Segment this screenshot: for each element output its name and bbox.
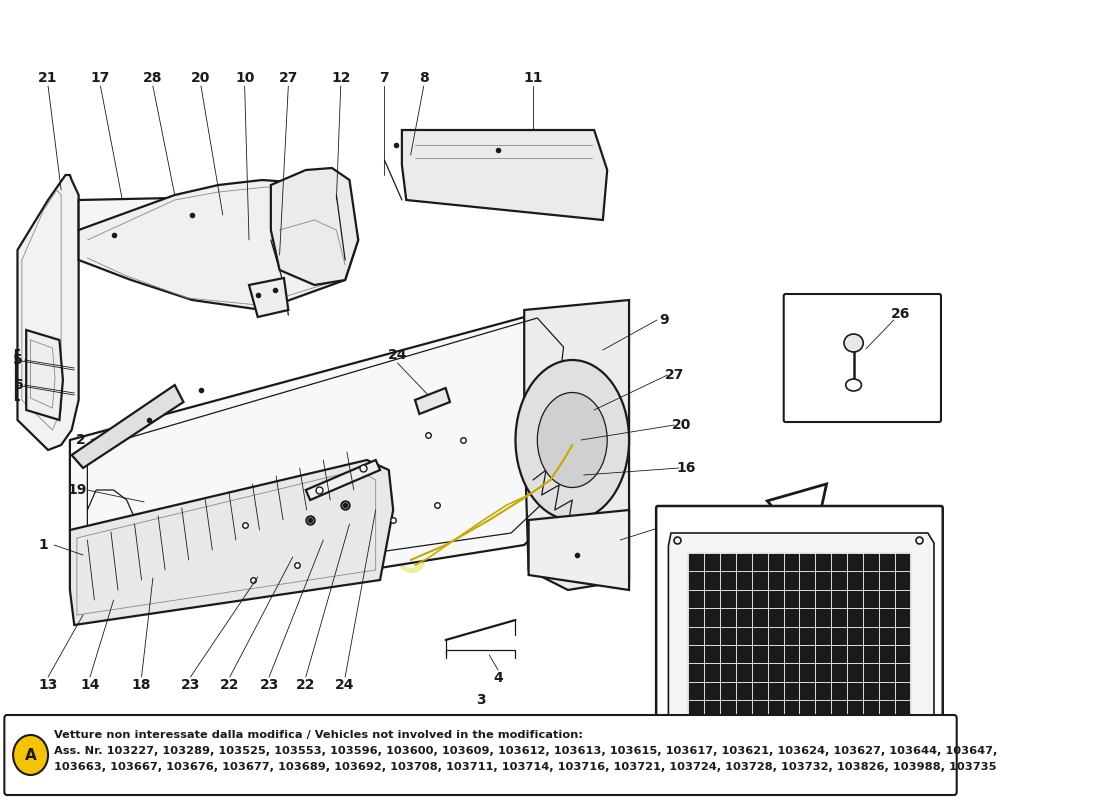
Polygon shape (78, 195, 350, 300)
Polygon shape (18, 175, 78, 450)
Text: 25: 25 (696, 747, 716, 761)
FancyBboxPatch shape (657, 506, 943, 774)
Text: 4: 4 (493, 671, 503, 685)
Polygon shape (402, 130, 607, 220)
Polygon shape (723, 484, 826, 602)
FancyBboxPatch shape (4, 715, 957, 795)
Polygon shape (529, 510, 629, 590)
Text: passione: passione (386, 375, 540, 454)
Text: 1985: 1985 (319, 514, 433, 586)
Text: 1985: 1985 (453, 432, 543, 488)
Polygon shape (26, 330, 63, 420)
Text: 20: 20 (672, 418, 691, 432)
Bar (689, 553, 911, 737)
Text: 12: 12 (331, 71, 351, 85)
Text: 7: 7 (379, 71, 389, 85)
Text: 6: 6 (13, 378, 23, 392)
Text: 23: 23 (260, 678, 278, 692)
Text: Ass. Nr. 103227, 103289, 103525, 103553, 103596, 103600, 103609, 103612, 103613,: Ass. Nr. 103227, 103289, 103525, 103553,… (54, 746, 998, 756)
Text: 1: 1 (39, 538, 48, 552)
Text: 11: 11 (524, 71, 542, 85)
Ellipse shape (516, 360, 629, 520)
FancyBboxPatch shape (783, 294, 940, 422)
Text: 24: 24 (336, 678, 355, 692)
Text: 19: 19 (67, 483, 87, 497)
Text: 28: 28 (143, 71, 163, 85)
Text: 2: 2 (76, 433, 86, 447)
Text: 3: 3 (475, 693, 485, 707)
Ellipse shape (537, 393, 607, 487)
Polygon shape (669, 533, 934, 762)
Ellipse shape (846, 379, 861, 391)
Text: 22: 22 (296, 678, 316, 692)
Polygon shape (271, 168, 359, 285)
Polygon shape (249, 278, 288, 317)
Text: 27: 27 (664, 368, 684, 382)
Text: 103663, 103667, 103676, 103677, 103689, 103692, 103708, 103711, 103714, 103716, : 103663, 103667, 103676, 103677, 103689, … (54, 762, 997, 772)
Text: 15: 15 (681, 513, 700, 527)
Text: passione: passione (234, 439, 430, 541)
Text: 9: 9 (659, 313, 669, 327)
Text: 5: 5 (13, 353, 23, 367)
Polygon shape (415, 388, 450, 414)
Text: A: A (24, 747, 36, 762)
Polygon shape (70, 310, 576, 590)
Text: 21: 21 (39, 71, 58, 85)
Text: 13: 13 (39, 678, 57, 692)
Text: 24: 24 (388, 348, 407, 362)
Text: 27: 27 (278, 71, 298, 85)
Text: 14: 14 (80, 678, 100, 692)
Text: Vetture non interessate dalla modifica / Vehicles not involved in the modificati: Vetture non interessate dalla modifica /… (54, 730, 583, 740)
Polygon shape (306, 460, 381, 500)
Text: 10: 10 (235, 71, 254, 85)
Ellipse shape (844, 334, 864, 352)
Polygon shape (78, 180, 359, 310)
Text: 18: 18 (132, 678, 152, 692)
Text: 16: 16 (676, 461, 695, 475)
Text: 17: 17 (91, 71, 110, 85)
Polygon shape (70, 460, 393, 625)
Text: 23: 23 (180, 678, 200, 692)
Circle shape (13, 735, 48, 775)
Polygon shape (525, 300, 629, 590)
Polygon shape (72, 385, 184, 468)
Text: 26: 26 (891, 307, 911, 321)
Text: 8: 8 (419, 71, 429, 85)
Text: 20: 20 (191, 71, 210, 85)
Text: 22: 22 (220, 678, 240, 692)
